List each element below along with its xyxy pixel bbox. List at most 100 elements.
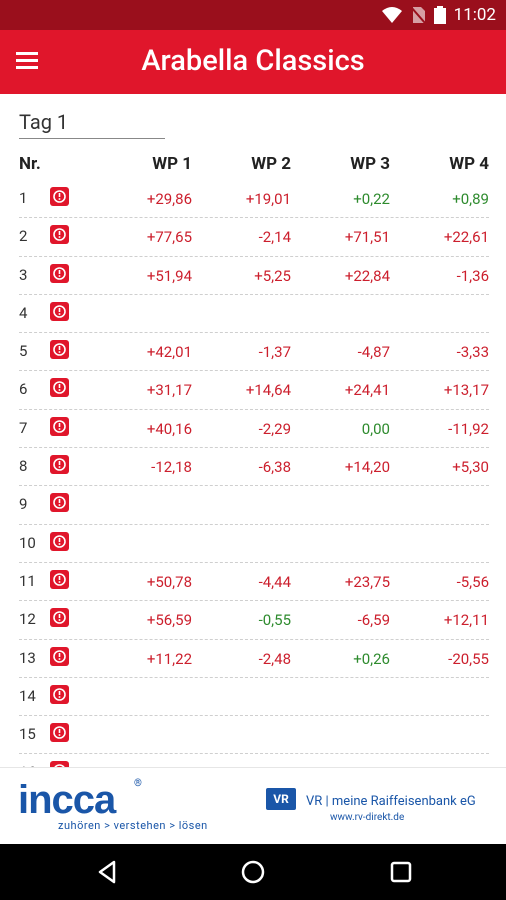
cell-wp3: +24,41 bbox=[344, 381, 390, 400]
cell-wp3: 0,00 bbox=[361, 419, 390, 438]
row-info-icon[interactable] bbox=[50, 416, 69, 436]
table-row[interactable]: 14 bbox=[19, 678, 489, 717]
cell-wp2: -2,48 bbox=[258, 649, 291, 668]
table-row[interactable]: 11 +50,78 -4,44 +23,75 -5,56 bbox=[19, 563, 489, 602]
cell-wp2: +19,01 bbox=[245, 190, 291, 208]
row-info-icon[interactable] bbox=[50, 301, 69, 321]
cell-wp4: +5,30 bbox=[452, 458, 489, 477]
row-number: 5 bbox=[19, 342, 28, 361]
row-number: 10 bbox=[19, 533, 36, 552]
row-info-icon[interactable] bbox=[50, 608, 69, 628]
cell-wp2: -2,14 bbox=[258, 228, 291, 247]
row-info-icon[interactable] bbox=[50, 684, 69, 704]
status-bar: 11:02 bbox=[0, 0, 506, 30]
header-wp3: WP 3 bbox=[350, 154, 390, 174]
row-number: 13 bbox=[19, 648, 36, 667]
row-info-icon[interactable] bbox=[50, 225, 69, 245]
cell-wp2: -2,29 bbox=[258, 419, 291, 438]
row-number: 7 bbox=[19, 418, 28, 437]
wifi-icon bbox=[382, 7, 402, 23]
page-title: Arabella Classics bbox=[141, 44, 365, 78]
table-row[interactable]: 5 +42,01 -1,37 -4,87 -3,33 bbox=[19, 333, 489, 372]
header-wp2: WP 2 bbox=[251, 154, 291, 174]
table-row[interactable]: 6 +31,17 +14,64 +24,41 +13,17 bbox=[19, 371, 489, 410]
row-number: 14 bbox=[19, 686, 36, 705]
table-row[interactable]: 10 bbox=[19, 525, 489, 563]
cell-wp2: +5,25 bbox=[254, 266, 291, 285]
table-row[interactable]: 1 +29,86 +19,01 +0,22 +0,89 bbox=[19, 180, 489, 219]
row-number: 9 bbox=[19, 495, 28, 514]
cell-wp2: -6,38 bbox=[258, 458, 291, 477]
recents-icon[interactable] bbox=[386, 857, 416, 887]
row-number: 15 bbox=[19, 725, 36, 744]
row-info-icon[interactable] bbox=[50, 455, 69, 475]
vr-bank-name[interactable]: VR | meine Raiffeisenbank eG bbox=[306, 794, 476, 809]
row-number: 3 bbox=[19, 265, 28, 284]
table-row[interactable]: 9 bbox=[19, 486, 489, 525]
table-row[interactable]: 8 -12,18 -6,38 +14,20 +5,30 bbox=[19, 448, 489, 487]
table-row[interactable]: 13 +11,22 -2,48 +0,26 -20,55 bbox=[19, 640, 489, 678]
row-number: 6 bbox=[19, 380, 28, 399]
table-row[interactable]: 2 +77,65 -2,14 +71,51 +22,61 bbox=[19, 218, 489, 257]
results-table: Nr. WP 1 WP 2 WP 3 WP 4 1 +29,86 +19,01 +0,… bbox=[19, 150, 489, 783]
battery-icon bbox=[434, 6, 446, 24]
menu-icon[interactable] bbox=[16, 48, 46, 76]
status-time: 11:02 bbox=[453, 5, 496, 25]
row-number: 8 bbox=[19, 457, 28, 476]
table-body: 1 +29,86 +19,01 +0,22 +0,89 2 +77,65 -2,14 +71,5… bbox=[19, 180, 489, 783]
cell-wp1: +51,94 bbox=[146, 266, 192, 285]
cell-wp4: -3,33 bbox=[456, 343, 489, 362]
row-info-icon[interactable] bbox=[50, 187, 69, 206]
row-info-icon[interactable] bbox=[50, 493, 69, 513]
cell-wp3: -6,59 bbox=[357, 611, 390, 630]
header-wp4: WP 4 bbox=[449, 154, 489, 174]
cell-wp1: +77,65 bbox=[146, 228, 192, 247]
table-row[interactable]: 15 bbox=[19, 716, 489, 755]
row-info-icon[interactable] bbox=[50, 531, 69, 551]
row-info-icon[interactable] bbox=[50, 340, 69, 360]
row-number: 12 bbox=[19, 610, 36, 629]
table-row[interactable]: 7 +40,16 -2,29 0,00 -11,92 bbox=[19, 410, 489, 449]
navigation-bar bbox=[0, 844, 506, 900]
cell-wp4: -5,56 bbox=[456, 572, 489, 591]
cell-wp1: +56,59 bbox=[146, 611, 192, 630]
home-icon[interactable] bbox=[238, 857, 268, 887]
cell-wp2: -4,44 bbox=[258, 572, 291, 591]
day-selector[interactable]: Tag 1 bbox=[19, 108, 165, 139]
cell-wp3: +14,20 bbox=[344, 458, 390, 477]
row-info-icon[interactable] bbox=[50, 723, 69, 743]
row-info-icon[interactable] bbox=[50, 569, 69, 589]
table-row[interactable]: 3 +51,94 +5,25 +22,84 -1,36 bbox=[19, 257, 489, 295]
cell-wp4: -11,92 bbox=[448, 419, 489, 438]
cell-wp2: -1,37 bbox=[258, 343, 291, 362]
cell-wp4: +12,11 bbox=[443, 611, 489, 630]
cell-wp1: -12,18 bbox=[151, 458, 192, 477]
cell-wp1: +11,22 bbox=[146, 649, 192, 668]
cell-wp3: +23,75 bbox=[344, 572, 390, 591]
cell-wp2: -0,55 bbox=[258, 611, 291, 630]
incca-tagline: zuhören > verstehen > lösen bbox=[58, 819, 208, 832]
row-number: 4 bbox=[19, 303, 28, 322]
cell-wp4: +13,17 bbox=[443, 381, 489, 400]
row-number: 1 bbox=[19, 189, 28, 207]
incca-logo[interactable]: incca bbox=[18, 778, 116, 822]
cell-wp1: +42,01 bbox=[146, 343, 192, 362]
cell-wp3: -4,87 bbox=[357, 343, 390, 362]
row-info-icon[interactable] bbox=[50, 646, 69, 666]
row-info-icon[interactable] bbox=[50, 263, 69, 283]
header-nr: Nr. bbox=[19, 154, 41, 174]
cell-wp3: +0,26 bbox=[353, 649, 390, 668]
cell-wp3: +0,22 bbox=[353, 190, 390, 208]
table-row[interactable]: 4 bbox=[19, 295, 489, 334]
vr-bank-url[interactable]: www.rv-direkt.de bbox=[330, 812, 405, 823]
table-row[interactable]: 12 +56,59 -0,55 -6,59 +12,11 bbox=[19, 601, 489, 640]
vr-logo[interactable]: VR bbox=[266, 788, 296, 810]
back-icon[interactable] bbox=[92, 857, 122, 887]
row-info-icon[interactable] bbox=[50, 378, 69, 398]
cell-wp1: +40,16 bbox=[146, 419, 192, 438]
cell-wp3: +22,84 bbox=[344, 266, 390, 285]
cell-wp4: +0,89 bbox=[452, 190, 489, 208]
cell-wp1: +29,86 bbox=[146, 190, 192, 208]
row-number: 11 bbox=[19, 571, 36, 590]
header-wp1: WP 1 bbox=[152, 154, 192, 174]
